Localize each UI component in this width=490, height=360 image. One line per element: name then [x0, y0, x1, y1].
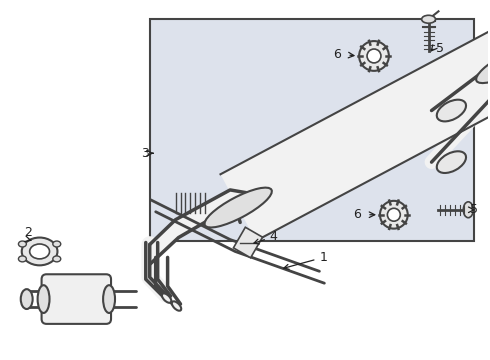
Ellipse shape — [53, 241, 61, 247]
Ellipse shape — [19, 241, 26, 247]
Text: 4: 4 — [254, 230, 278, 244]
Ellipse shape — [53, 256, 61, 262]
Ellipse shape — [359, 41, 389, 71]
Ellipse shape — [437, 100, 466, 121]
Ellipse shape — [464, 202, 473, 218]
Text: 5: 5 — [470, 203, 478, 216]
Polygon shape — [220, 30, 490, 241]
Ellipse shape — [204, 188, 272, 228]
Ellipse shape — [380, 201, 408, 229]
Ellipse shape — [421, 15, 436, 23]
Polygon shape — [150, 190, 246, 264]
Ellipse shape — [103, 285, 115, 313]
Ellipse shape — [476, 43, 490, 83]
Text: 2: 2 — [24, 226, 31, 239]
Text: 5: 5 — [436, 41, 443, 54]
Ellipse shape — [162, 293, 172, 303]
Text: 3: 3 — [141, 147, 149, 160]
Text: 6: 6 — [353, 208, 361, 221]
Ellipse shape — [19, 256, 26, 262]
Ellipse shape — [388, 208, 400, 221]
Ellipse shape — [437, 151, 466, 173]
Ellipse shape — [38, 285, 49, 313]
Text: 1: 1 — [284, 251, 327, 269]
Ellipse shape — [30, 244, 49, 259]
Ellipse shape — [22, 238, 57, 265]
Bar — [233, 227, 263, 258]
Ellipse shape — [21, 289, 33, 309]
FancyBboxPatch shape — [42, 274, 111, 324]
Ellipse shape — [367, 49, 381, 63]
Bar — [150, 19, 473, 241]
Text: 6: 6 — [333, 49, 341, 62]
Ellipse shape — [172, 301, 181, 311]
